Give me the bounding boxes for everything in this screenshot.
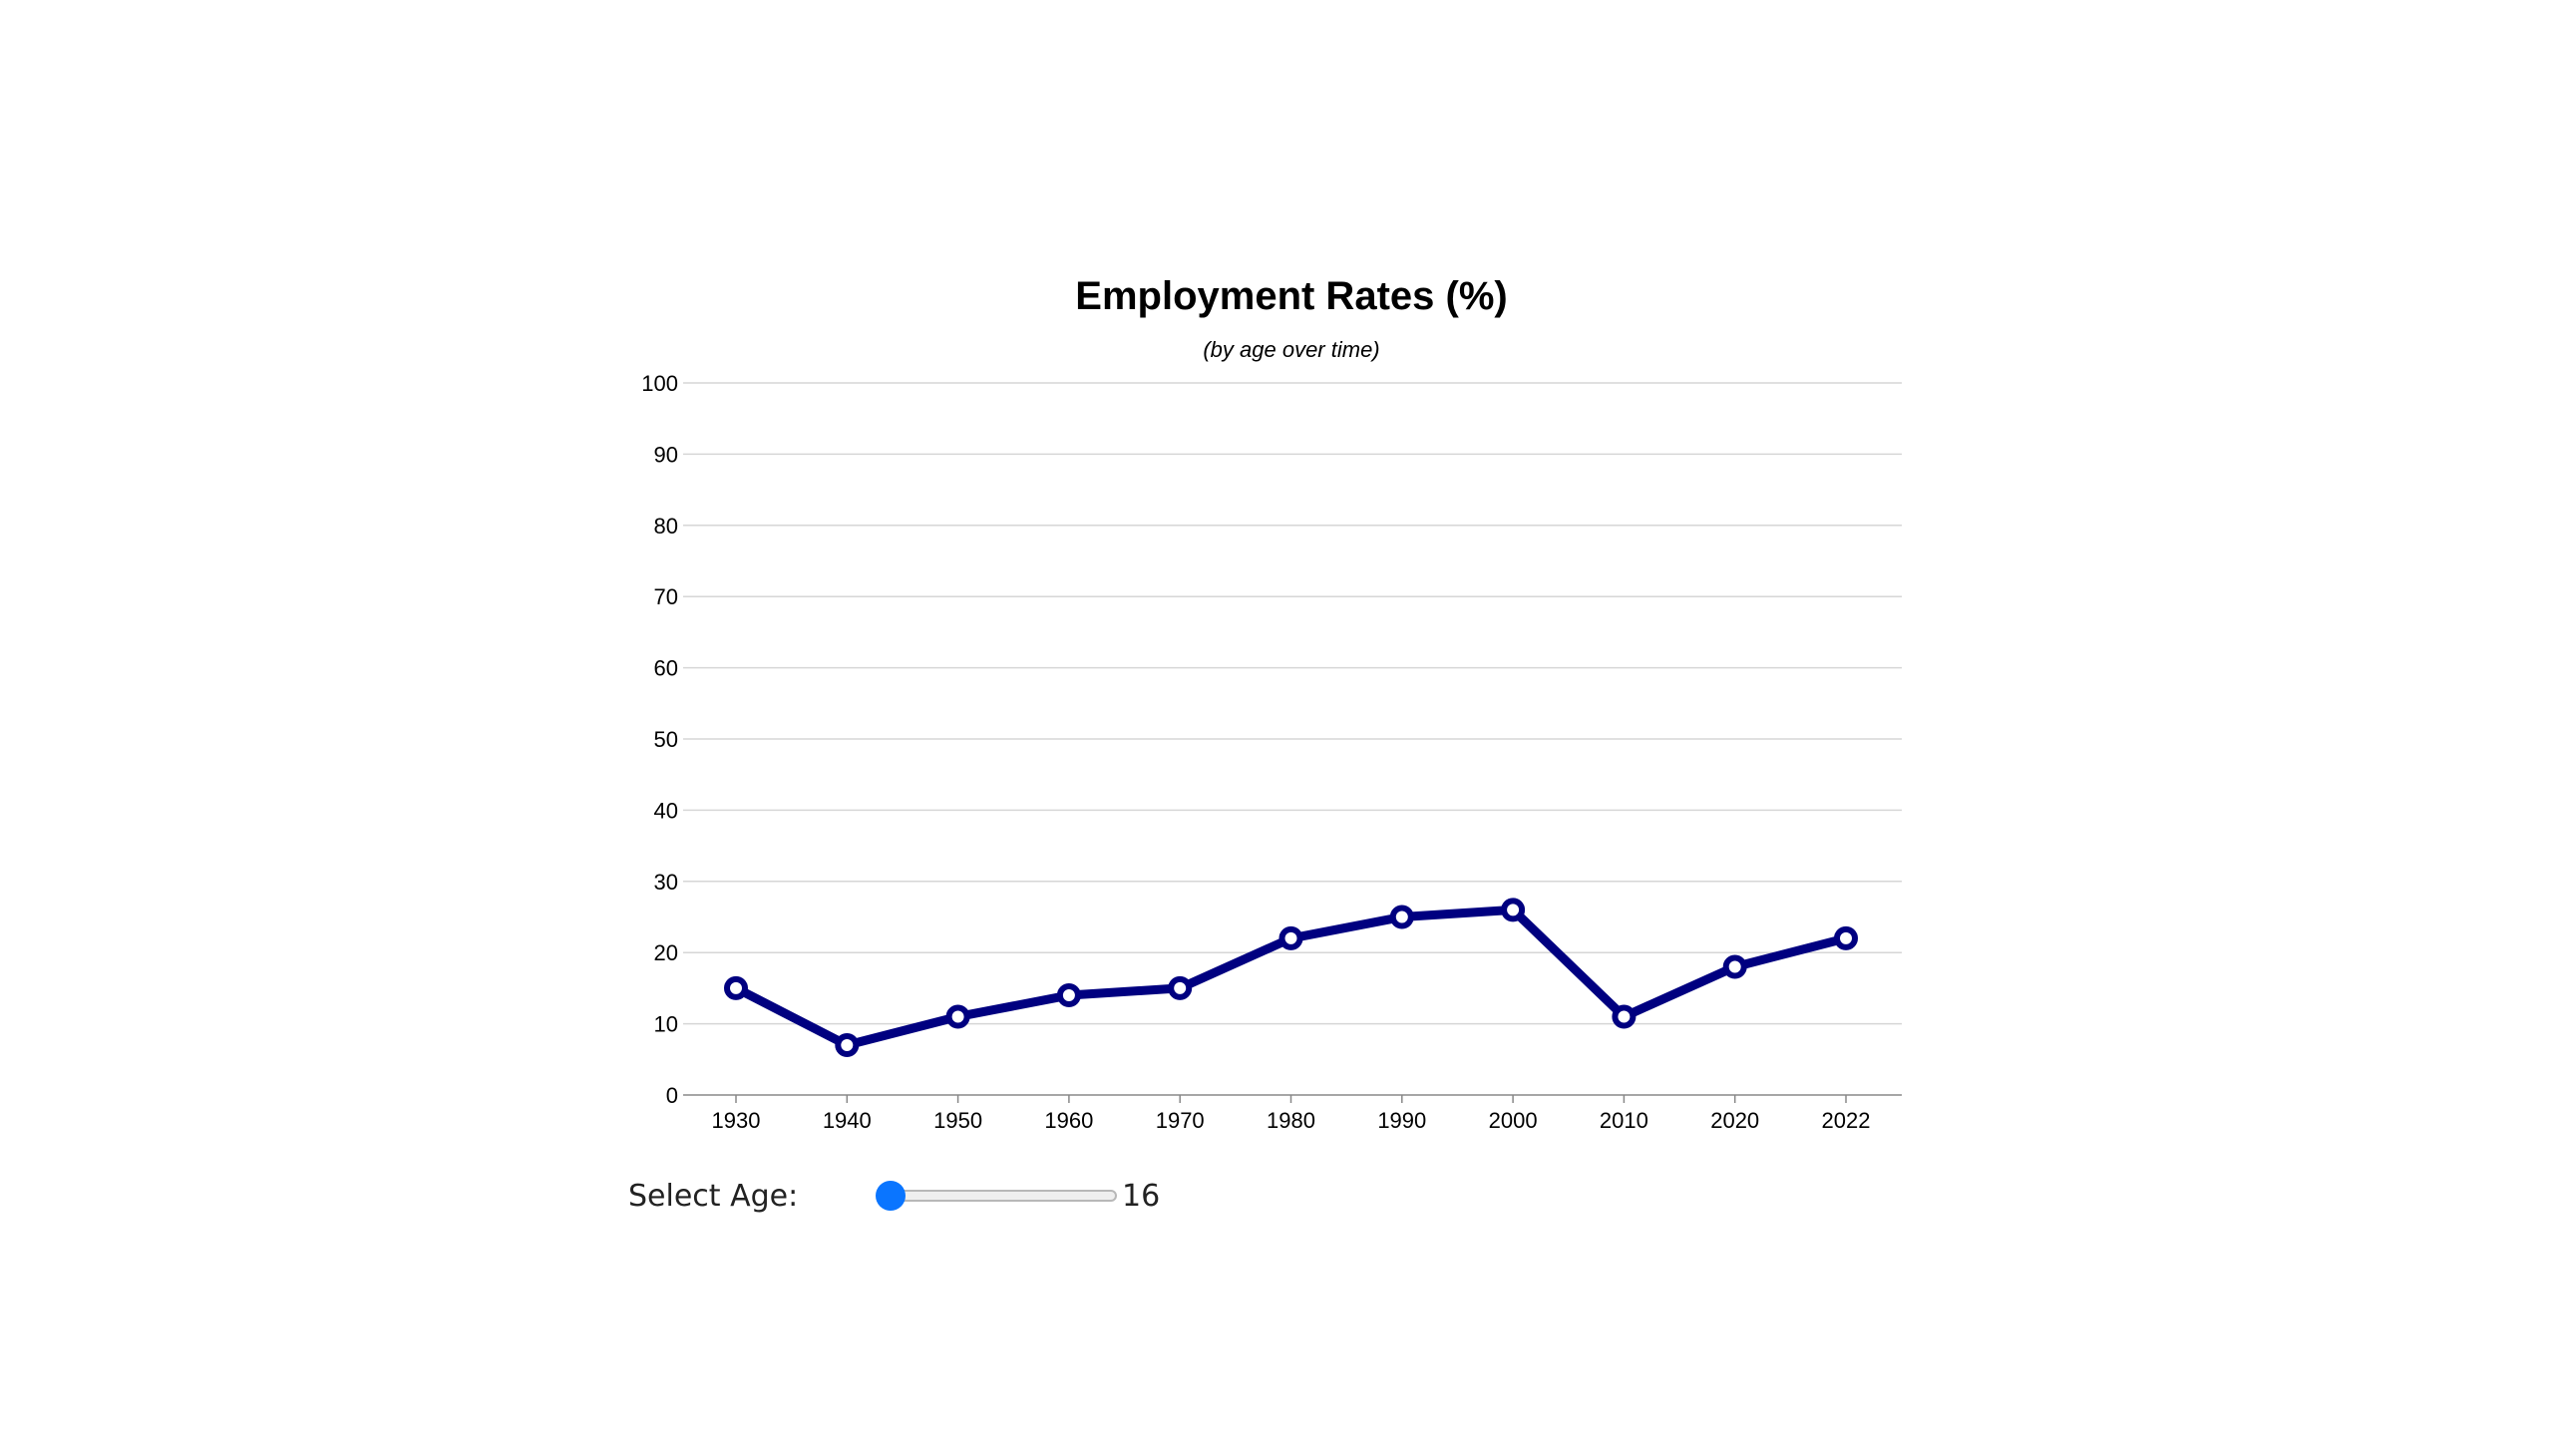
x-tick-label: 2010: [1600, 1108, 1648, 1133]
y-tick-label: 40: [654, 798, 678, 823]
x-tick-label: 1970: [1156, 1108, 1205, 1133]
data-point[interactable]: [1168, 975, 1193, 1000]
y-tick-label: 90: [654, 442, 678, 467]
y-tick-label: 80: [654, 514, 678, 539]
data-point[interactable]: [1501, 898, 1526, 922]
chart-subtitle: (by age over time): [1203, 337, 1379, 362]
chart-title: Employment Rates (%): [1075, 274, 1507, 318]
x-tick-label: 2022: [1822, 1108, 1871, 1133]
age-value: 16: [1122, 1179, 1161, 1214]
data-point[interactable]: [1612, 1004, 1637, 1029]
age-slider-track[interactable]: [882, 1190, 1117, 1202]
data-point[interactable]: [1278, 925, 1303, 950]
x-tick-label: 1960: [1044, 1108, 1093, 1133]
data-point[interactable]: [724, 975, 748, 1000]
data-point[interactable]: [1722, 954, 1747, 979]
x-axis-ticks: 1930 1940 1950 1960 1970 1980 1990 2000 2010 2020…: [712, 1095, 1871, 1133]
y-tick-label: 30: [654, 870, 678, 895]
y-axis-ticks: 0 10 20 30 40 50 60 70 80 90 100: [641, 371, 678, 1108]
x-tick-label: 1990: [1377, 1108, 1426, 1133]
data-point[interactable]: [1834, 925, 1858, 950]
age-slider-thumb[interactable]: [876, 1181, 906, 1211]
series-layer: [724, 898, 1858, 1058]
x-tick-label: 1930: [712, 1108, 761, 1133]
x-tick-label: 2000: [1489, 1108, 1538, 1133]
data-point[interactable]: [1389, 905, 1414, 929]
data-point[interactable]: [1056, 983, 1081, 1008]
x-tick-label: 2020: [1710, 1108, 1759, 1133]
y-tick-label: 70: [654, 584, 678, 609]
x-tick-label: 1950: [933, 1108, 982, 1133]
y-tick-label: 10: [654, 1012, 678, 1037]
y-tick-label: 60: [654, 656, 678, 681]
age-slider-row: Select Age: 16: [628, 1165, 1227, 1235]
y-tick-label: 20: [654, 940, 678, 965]
data-point[interactable]: [945, 1004, 970, 1029]
select-age-label: Select Age:: [628, 1179, 799, 1214]
x-tick-label: 1980: [1267, 1108, 1315, 1133]
y-tick-label: 50: [654, 727, 678, 752]
x-tick-label: 1940: [823, 1108, 872, 1133]
y-tick-label: 100: [641, 371, 678, 396]
data-point[interactable]: [835, 1033, 860, 1058]
grid-lines: [683, 382, 1902, 1025]
y-tick-label: 0: [666, 1083, 678, 1108]
